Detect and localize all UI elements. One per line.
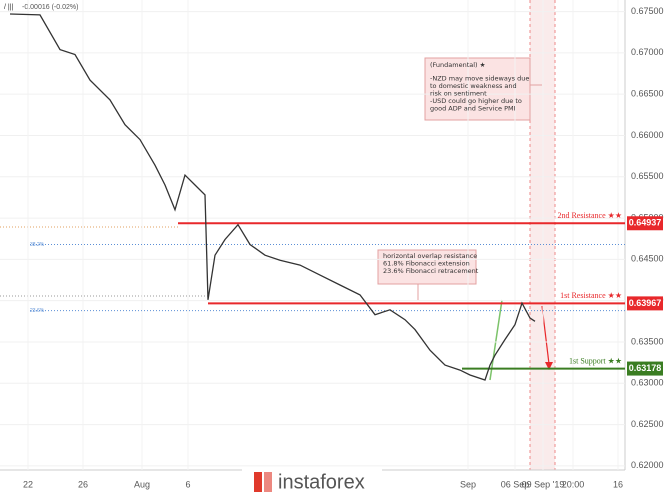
note-text: horizontal overlap resistance: [383, 252, 477, 260]
x-tick-label: 06 Sep: [501, 479, 530, 489]
arrow-head: [545, 362, 553, 370]
x-tick-label: 09 Sep '19: [522, 479, 565, 489]
fib-label: 38.2%: [30, 242, 45, 248]
x-tick-label: 20:00: [562, 479, 585, 489]
note-text: risk on sentiment: [430, 90, 487, 98]
y-tick-label: 0.67000: [631, 47, 664, 57]
watermark: instaforex: [278, 471, 365, 493]
symbol-icon: / |||: [4, 4, 14, 11]
x-tick-label: Sep: [460, 479, 476, 489]
note-text: -USD could go higher due to: [430, 97, 522, 105]
y-tick-label: 0.65500: [631, 171, 664, 181]
y-tick-label: 0.66500: [631, 89, 664, 99]
fib-label: 23.6%: [30, 308, 45, 314]
logo: [264, 472, 272, 492]
x-tick-label: 16: [613, 479, 623, 489]
logo: [254, 472, 262, 492]
note-text: 61.8% Fibonacci extension: [383, 260, 470, 268]
x-tick-label: 6: [185, 479, 190, 489]
y-tick-label: 0.62500: [631, 419, 664, 429]
note-text: -NZD may move sideways due: [430, 75, 529, 83]
projection: [489, 299, 503, 381]
y-tick-label: 0.63000: [631, 378, 664, 388]
header: -0.00016 (-0.02%): [22, 4, 78, 11]
y-tick-label: 0.63500: [631, 336, 664, 346]
price-tag: [627, 296, 663, 311]
price-tag-label: 0.63178: [629, 363, 662, 373]
x-tick-label: 26: [78, 479, 88, 489]
price-tag: [627, 361, 663, 376]
price-line: [9, 13, 536, 381]
note-box: [424, 57, 531, 121]
level-name: 1st Resistance ★★: [560, 291, 622, 300]
x-tick-label: Aug: [134, 479, 150, 489]
note-text: (Fundamental) ★: [430, 61, 486, 69]
price-tag-label: 0.64937: [629, 218, 662, 228]
x-tick-label: 22: [23, 479, 33, 489]
note-text: to domestic weakness and: [430, 82, 517, 90]
y-tick-label: 0.66000: [631, 130, 664, 140]
level-name: 1st Support ★★: [569, 356, 622, 365]
y-tick-label: 0.64500: [631, 254, 664, 264]
price-tag: [627, 216, 663, 231]
note-text: 23.6% Fibonacci retracement: [383, 267, 479, 275]
level-name: 2nd Resistance ★★: [557, 211, 622, 220]
note-box: [377, 249, 477, 285]
y-tick-label: 0.67500: [631, 6, 664, 16]
price-tag-label: 0.63967: [629, 298, 662, 308]
y-tick-label: 0.62000: [631, 460, 664, 470]
note-text: good ADP and Service PMI: [430, 105, 516, 113]
